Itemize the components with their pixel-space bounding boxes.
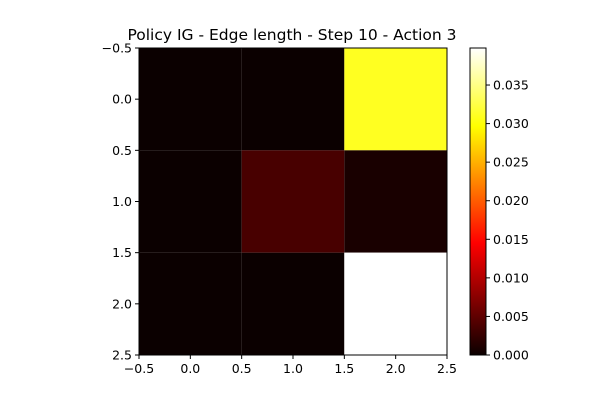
heatmap-cells [139, 48, 447, 355]
x-axis: −0.5 0.0 0.5 1.0 1.5 2.0 2.5 [124, 355, 457, 376]
colorbar-tick-label: 0.020 [493, 193, 529, 208]
colorbar-tick-label: 0.000 [493, 348, 529, 363]
y-tick-label: 2.5 [112, 348, 132, 363]
chart-title: Policy IG - Edge length - Step 10 - Acti… [127, 26, 456, 44]
x-tick-label: 0.5 [232, 361, 252, 376]
x-tick-label: 2.5 [437, 361, 457, 376]
colorbar-tick-label: 0.015 [493, 232, 529, 247]
x-tick-label: 2.0 [386, 361, 406, 376]
heatmap-cell-r0-c1 [241, 48, 345, 151]
y-tick-label: 2.0 [112, 296, 132, 311]
y-tick-label: −0.5 [102, 41, 132, 56]
x-tick-label: −0.5 [124, 361, 154, 376]
y-tick-label: 0.0 [112, 92, 132, 107]
heatmap-cell-r2-c0 [139, 252, 242, 355]
colorbar [469, 47, 487, 356]
x-tick-label: 1.0 [283, 361, 303, 376]
heatmap-cell-r1-c1 [241, 150, 345, 253]
heatmap-cell-r1-c2 [344, 150, 447, 253]
y-axis: −0.5 0.0 0.5 1.0 1.5 2.0 2.5 [102, 41, 139, 363]
colorbar-tick-label: 0.035 [493, 78, 529, 93]
colorbar-tick-label: 0.030 [493, 116, 529, 131]
heatmap-cell-r0-c0 [139, 48, 242, 151]
colorbar-axis: 0.000 0.005 0.010 0.015 0.020 0.025 0.030 0.035 [486, 78, 529, 363]
heatmap-cell-r0-c2 [344, 48, 447, 151]
heatmap-cell-r2-c2 [344, 252, 447, 355]
y-tick-label: 0.5 [112, 143, 132, 158]
heatmap-cell-r2-c1 [241, 252, 345, 355]
heatmap-cell-r1-c0 [139, 150, 242, 253]
colorbar-tick-label: 0.005 [493, 309, 529, 324]
colorbar-tick-label: 0.025 [493, 155, 529, 170]
x-tick-label: 0.0 [180, 361, 200, 376]
colorbar-tick-label: 0.010 [493, 270, 529, 285]
y-tick-label: 1.5 [112, 245, 132, 260]
y-tick-label: 1.0 [112, 194, 132, 209]
x-tick-label: 1.5 [334, 361, 354, 376]
